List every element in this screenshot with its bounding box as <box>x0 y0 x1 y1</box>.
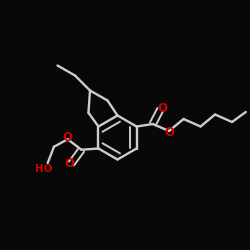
Text: O: O <box>164 126 174 140</box>
Text: HO: HO <box>35 164 53 173</box>
Text: O: O <box>63 131 73 144</box>
Text: O: O <box>157 102 167 115</box>
Text: O: O <box>64 157 74 170</box>
